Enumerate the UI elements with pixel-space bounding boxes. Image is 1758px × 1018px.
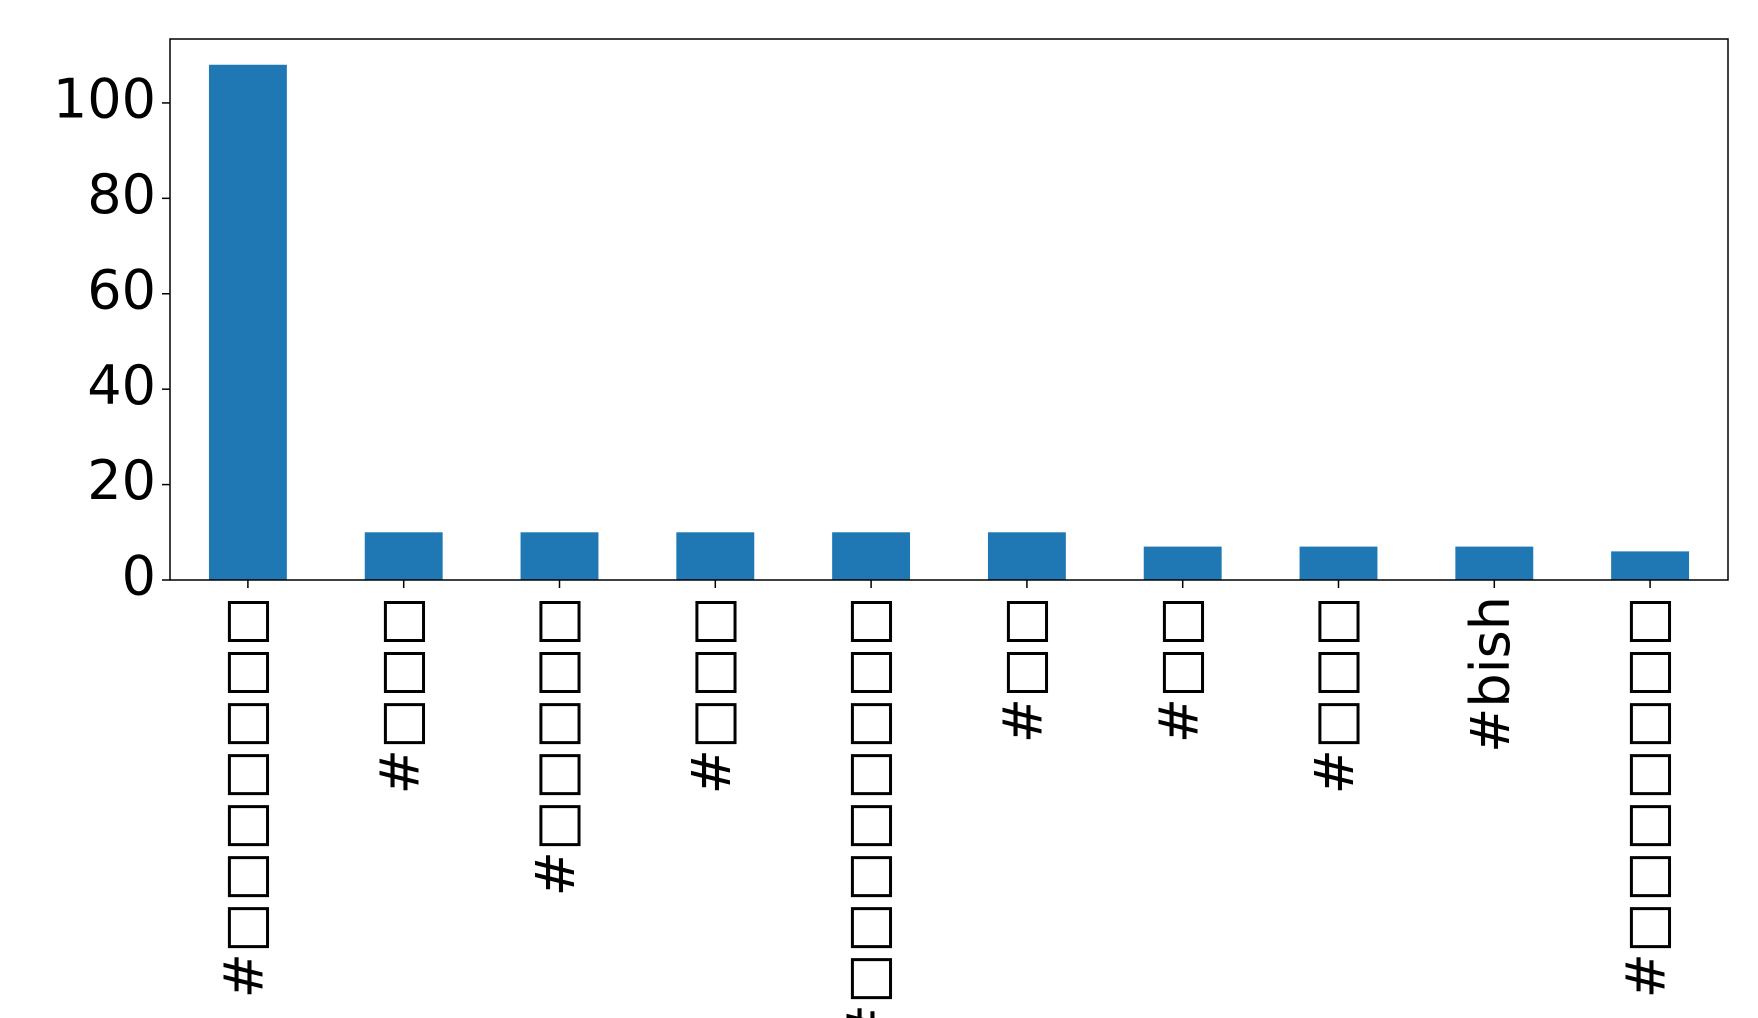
y-tick-label: 100	[53, 68, 156, 131]
bar	[1299, 546, 1378, 580]
y-tick-label: 20	[87, 449, 156, 512]
x-tick-label: #□□□	[1303, 596, 1366, 794]
x-tick-label: #bish	[1459, 596, 1522, 753]
y-tick-label: 0	[122, 545, 156, 608]
x-tick-label: #□□	[1147, 596, 1210, 743]
bar	[832, 532, 911, 580]
x-tick-label: #□□□□□	[524, 596, 587, 896]
x-tick-label: #□□□□□□□□	[836, 596, 899, 1018]
bar	[208, 64, 287, 580]
bar	[1455, 546, 1534, 580]
bar	[676, 532, 755, 580]
bar	[520, 532, 599, 580]
x-tick-label: #□□□□□□□	[1615, 596, 1678, 998]
y-tick-label: 80	[87, 163, 156, 226]
y-tick-label: 60	[87, 258, 156, 321]
x-tick-label: #□□□	[680, 596, 743, 794]
x-tick-label: #□□	[992, 596, 1055, 743]
plot-frame	[169, 38, 1729, 581]
x-tick-label: #□□□□□□□	[213, 596, 276, 998]
bar	[987, 532, 1066, 580]
bar	[1143, 546, 1222, 580]
bar	[364, 532, 443, 580]
y-tick-label: 40	[87, 354, 156, 417]
x-tick-label: #□□□	[368, 596, 431, 794]
bar	[1611, 551, 1690, 580]
